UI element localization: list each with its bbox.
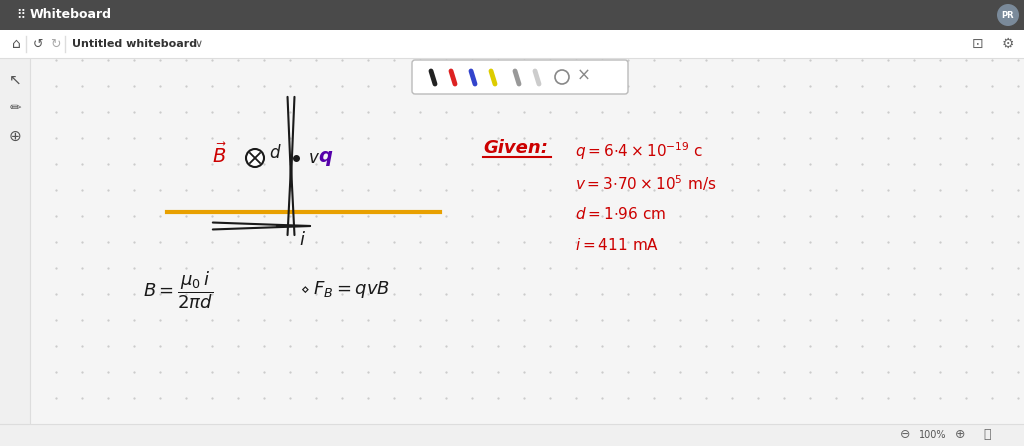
Text: ⧉: ⧉ <box>983 429 991 442</box>
Text: ⠿: ⠿ <box>16 8 26 21</box>
Bar <box>0 0 1024 30</box>
Text: $q = 6{\cdot}4 \times 10^{-19}\ \mathrm{c}$: $q = 6{\cdot}4 \times 10^{-19}\ \mathrm{… <box>575 140 703 162</box>
Text: ✏: ✏ <box>9 101 20 115</box>
Text: ⚙: ⚙ <box>1001 37 1014 51</box>
Text: $v = 3{\cdot}70 \times 10^{5}\ \mathrm{m/s}$: $v = 3{\cdot}70 \times 10^{5}\ \mathrm{m… <box>575 173 717 193</box>
Text: v: v <box>309 149 318 167</box>
Text: PR: PR <box>1001 11 1015 20</box>
Text: 100%: 100% <box>920 430 947 440</box>
Bar <box>0 30 1024 58</box>
Text: Given:: Given: <box>483 139 548 157</box>
Text: $\vec{B}$: $\vec{B}$ <box>213 143 227 167</box>
Text: ⊕: ⊕ <box>954 429 966 442</box>
Text: $B = \dfrac{\mu_0\, i}{2\pi d}$: $B = \dfrac{\mu_0\, i}{2\pi d}$ <box>143 269 213 311</box>
Text: ⌂: ⌂ <box>12 37 20 51</box>
FancyBboxPatch shape <box>412 60 628 94</box>
Text: d: d <box>268 144 280 162</box>
Text: q: q <box>318 146 332 165</box>
Text: ⊡: ⊡ <box>972 37 984 51</box>
Text: $\diamond$: $\diamond$ <box>300 283 310 297</box>
Bar <box>30 58 1024 424</box>
Text: ×: × <box>578 67 591 85</box>
Text: ↺: ↺ <box>33 37 43 50</box>
Text: Whiteboard: Whiteboard <box>30 8 112 21</box>
Text: Untitled whiteboard: Untitled whiteboard <box>72 39 198 49</box>
Bar <box>0 424 1024 446</box>
Text: ⊖: ⊖ <box>900 429 910 442</box>
Text: ↻: ↻ <box>50 37 60 50</box>
Text: $F_B = qvB$: $F_B = qvB$ <box>313 280 390 301</box>
Text: ⊕: ⊕ <box>8 128 22 144</box>
Text: ∨: ∨ <box>195 39 203 49</box>
Text: i: i <box>299 231 304 249</box>
Circle shape <box>246 149 264 167</box>
Text: $i = 411\ \mathrm{mA}$: $i = 411\ \mathrm{mA}$ <box>575 237 659 253</box>
Text: ↖: ↖ <box>8 73 22 87</box>
Bar <box>0 58 30 424</box>
Text: $d = 1{\cdot}96\ \mathrm{cm}$: $d = 1{\cdot}96\ \mathrm{cm}$ <box>575 206 667 222</box>
Circle shape <box>997 4 1019 26</box>
